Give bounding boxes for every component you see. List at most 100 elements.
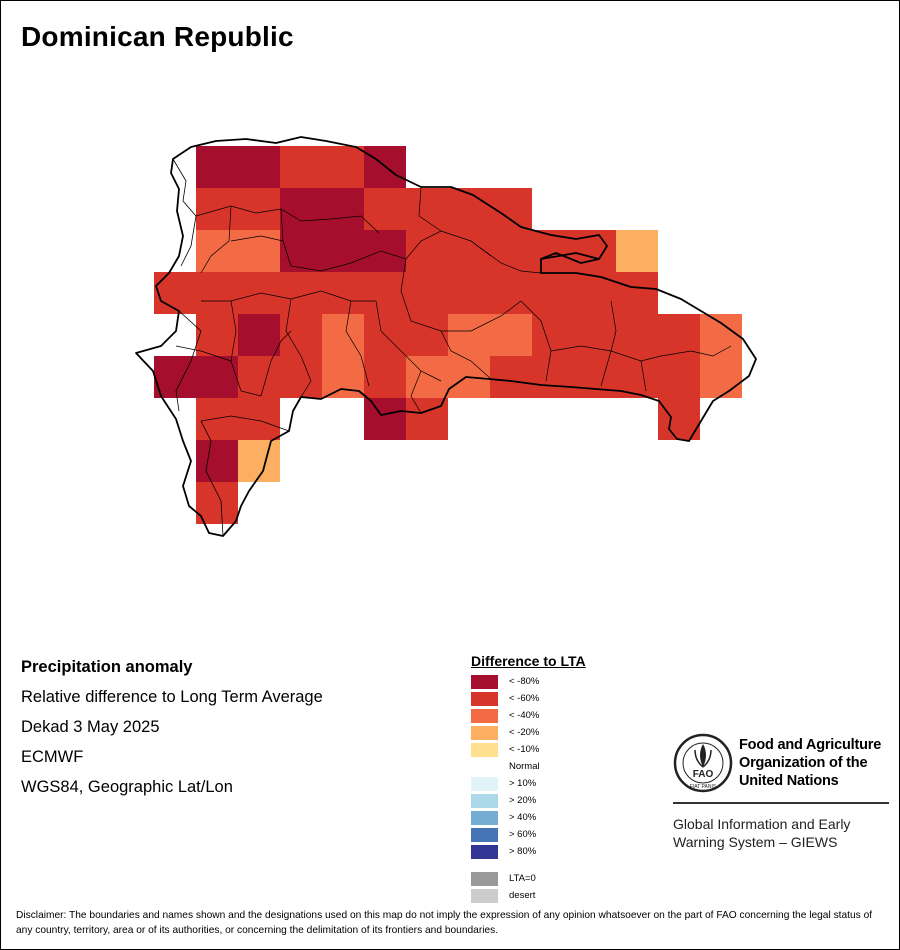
legend-swatch	[471, 828, 498, 842]
anomaly-cell	[490, 272, 532, 314]
anomaly-cell	[280, 272, 322, 314]
info-period: Dekad 3 May 2025	[21, 718, 160, 736]
legend-label: > 80%	[509, 846, 537, 857]
fao-org-name-line: Organization of the	[739, 755, 868, 771]
anomaly-cell	[448, 272, 490, 314]
anomaly-cell	[322, 314, 364, 356]
anomaly-cell	[448, 188, 490, 230]
legend-label: LTA=0	[509, 873, 536, 884]
info-projection: WGS84, Geographic Lat/Lon	[21, 778, 233, 796]
province-boundaries	[175, 186, 732, 432]
info-subtitle: Relative difference to Long Term Average	[21, 688, 323, 706]
legend-label: > 60%	[509, 829, 537, 840]
anomaly-cell	[154, 272, 196, 314]
legend-title: Difference to LTA	[471, 653, 586, 669]
legend-label: < -60%	[509, 693, 540, 704]
anomaly-cell	[196, 188, 238, 230]
fao-org-name: Food and Agriculture Organization of the…	[739, 736, 899, 790]
legend-swatch	[471, 872, 498, 886]
anomaly-cell	[658, 356, 700, 398]
legend-label: > 10%	[509, 778, 537, 789]
legend-label: < -80%	[509, 676, 540, 687]
anomaly-cell	[616, 314, 658, 356]
anomaly-cell	[658, 314, 700, 356]
anomaly-cell	[406, 188, 448, 230]
anomaly-cell	[238, 272, 280, 314]
anomaly-cell	[196, 398, 238, 440]
anomaly-cell	[196, 440, 238, 482]
fao-org-name-line: Food and Agriculture	[739, 737, 882, 753]
anomaly-cell	[532, 356, 574, 398]
anomaly-cell	[490, 314, 532, 356]
anomaly-cell	[700, 356, 742, 398]
anomaly-cell	[574, 272, 616, 314]
coastline	[135, 136, 757, 537]
anomaly-cell	[532, 230, 574, 272]
anomaly-cell	[238, 146, 280, 188]
legend: Difference to LTA < -80% < -60% < -40% < -2…	[471, 653, 586, 903]
legend-swatch	[471, 845, 498, 859]
anomaly-cell	[238, 314, 280, 356]
legend-swatch	[471, 889, 498, 903]
anomaly-cell	[490, 356, 532, 398]
anomaly-cell	[448, 314, 490, 356]
anomaly-cell	[574, 356, 616, 398]
anomaly-cell	[490, 188, 532, 230]
anomaly-cell	[238, 440, 280, 482]
anomaly-cell	[364, 398, 406, 440]
anomaly-cell	[322, 272, 364, 314]
anomaly-cell	[154, 356, 196, 398]
legend-label: < -20%	[509, 727, 540, 738]
fao-logo-motto: FIAT PANIS	[690, 784, 717, 790]
anomaly-cell	[700, 314, 742, 356]
legend-label: desert	[509, 890, 536, 901]
anomaly-cell	[196, 146, 238, 188]
legend-swatch	[471, 726, 498, 740]
legend-label: Normal	[509, 761, 540, 772]
anomaly-cell	[280, 356, 322, 398]
anomaly-cell	[280, 188, 322, 230]
anomaly-cell	[364, 272, 406, 314]
fao-org-name-line: United Nations	[739, 773, 839, 789]
anomaly-cell	[574, 314, 616, 356]
anomaly-cell	[238, 356, 280, 398]
map-title: Dominican Republic	[21, 21, 294, 52]
legend-swatch	[471, 794, 498, 808]
samana-outline	[540, 252, 600, 260]
giews-name-line: Warning System – GIEWS	[673, 834, 838, 850]
legend-swatch	[471, 811, 498, 825]
giews-name-line: Global Information and Early	[673, 816, 851, 832]
anomaly-cell	[196, 482, 238, 524]
anomaly-cell	[448, 230, 490, 272]
anomaly-cell	[532, 314, 574, 356]
anomaly-cell	[196, 272, 238, 314]
fao-logo-icon: FAO FIAT PANIS	[673, 733, 733, 793]
country-outline	[135, 136, 757, 537]
anomaly-cell	[616, 230, 658, 272]
fao-logo-text: FAO	[693, 769, 714, 780]
anomaly-cell	[364, 230, 406, 272]
anomaly-grid	[154, 146, 742, 524]
anomaly-cell	[322, 146, 364, 188]
legend-swatch	[471, 709, 498, 723]
anomaly-cell	[322, 230, 364, 272]
anomaly-cell	[406, 314, 448, 356]
anomaly-cell	[490, 230, 532, 272]
anomaly-cell	[322, 188, 364, 230]
anomaly-cell	[616, 272, 658, 314]
legend-swatch	[471, 777, 498, 791]
anomaly-cell	[406, 272, 448, 314]
legend-swatch	[471, 692, 498, 706]
info-source: ECMWF	[21, 748, 84, 766]
anomaly-cell	[238, 230, 280, 272]
legend-label: > 20%	[509, 795, 537, 806]
anomaly-map	[135, 136, 757, 537]
anomaly-cell	[532, 272, 574, 314]
map-area	[1, 1, 899, 641]
legend-label: < -10%	[509, 744, 540, 755]
giews-name: Global Information and Early Warning Sys…	[673, 815, 889, 851]
anomaly-cell	[364, 356, 406, 398]
legend-swatch	[471, 675, 498, 689]
disclaimer: Disclaimer: The boundaries and names sho…	[16, 910, 873, 936]
